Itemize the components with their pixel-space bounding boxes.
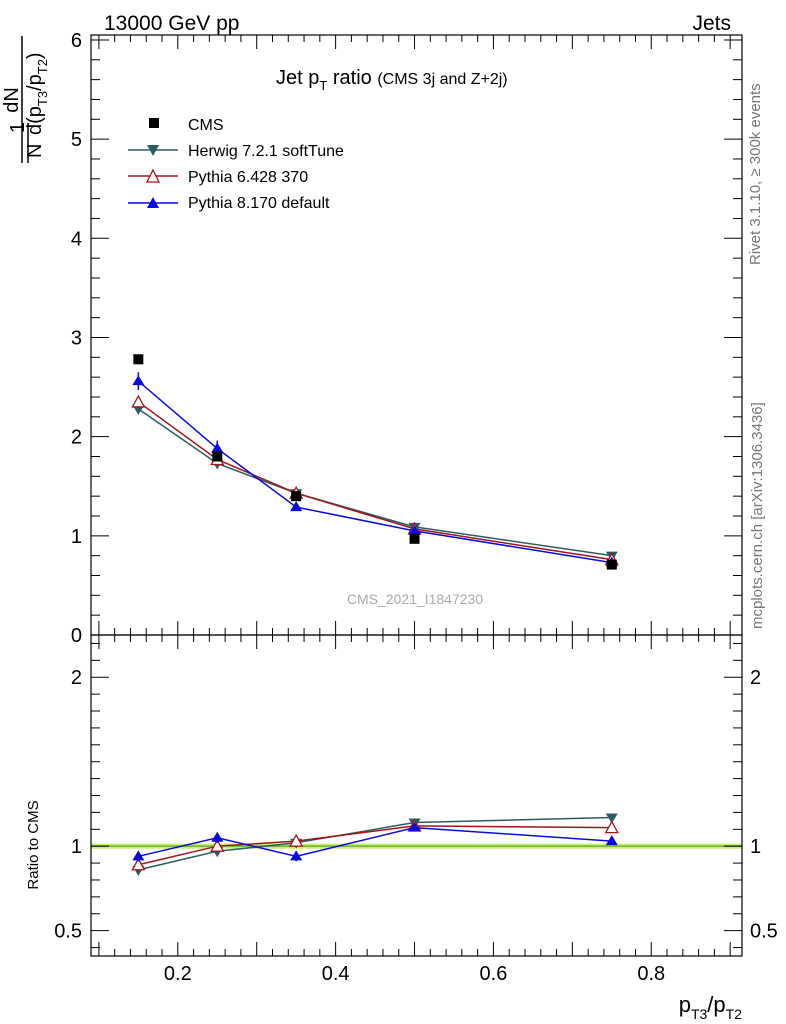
analysis-watermark: CMS_2021_I1847230 [347, 591, 483, 607]
ratio-pythia6-point [289, 833, 304, 847]
main-pythia6-line [137, 401, 612, 561]
ratio-pythia6-point [604, 820, 619, 834]
x-axis-label: pT3/pT2 [679, 992, 743, 1022]
title-small: (CMS 3j and Z+2j) [377, 71, 507, 88]
ratio-y-tick-label: 1 [71, 836, 82, 858]
ratio-pythia8-point [290, 850, 303, 861]
ylabel-n: N [24, 144, 46, 158]
main-pythia8-line [137, 380, 612, 564]
mcplots-label: mcplots.cern.ch [arXiv:1306.3436] [749, 402, 766, 629]
ratio-plot-frame [90, 634, 743, 957]
legend-cms-marker [149, 118, 159, 128]
main-y-tick-label: 4 [71, 228, 82, 250]
main-pythia8-point [132, 375, 145, 386]
header-energy: 13000 GeV pp [104, 12, 239, 35]
main-cms-point [606, 559, 617, 570]
ratio-y-tick-label: 0.5 [54, 921, 82, 943]
ratio-pythia8-point [132, 850, 145, 861]
ylabel-dn: dN [1, 87, 23, 113]
main-y-axis-label: 1 N dN d(pT3/pT2) [1, 36, 50, 163]
ratio-pythia6-point [131, 857, 146, 871]
ylabel-sub1: T3 [35, 91, 50, 106]
legend-cms-label: CMS [188, 117, 224, 134]
main-y-tick-label: 3 [71, 327, 82, 349]
main-y-tick-label: 2 [71, 427, 82, 449]
x-tick-label: 0.6 [480, 963, 508, 985]
plot-layer: 0.2 0.4 0.6 0.8 0 1 2 3 4 5 6 0.5 0.5 1 1 2 2 [54, 30, 778, 985]
ylabel-d: d(p [24, 106, 46, 135]
x-tick-label: 0.4 [322, 963, 350, 985]
xlabel-s2: T2 [726, 1006, 743, 1022]
xlabel-slash: /p [707, 992, 725, 1017]
main-y-tick-label: 5 [71, 129, 82, 151]
title-rest: ratio [327, 67, 371, 89]
ratio-y-tick-label-right: 1 [750, 836, 761, 858]
main-herwig-line [137, 408, 612, 557]
ylabel-close: ) [24, 52, 46, 59]
ylabel-sub2: T2 [35, 59, 50, 74]
ratio-pythia8-point [408, 821, 421, 832]
legend: CMS Herwig 7.2.1 softTune Pythia 6.428 3… [128, 117, 344, 212]
ratio-y-tick-label: 2 [71, 667, 82, 689]
main-cms-point [291, 491, 302, 502]
title-sub: T [319, 78, 327, 93]
chart-title: Jet pT ratio (CMS 3j and Z+2j) [276, 67, 508, 93]
header-process: Jets [692, 12, 731, 35]
title-main: Jet p [276, 67, 319, 89]
ratio-y-tick-label-right: 0.5 [750, 921, 778, 943]
rivet-label: Rivet 3.1.10, ≥ 300k events [747, 83, 764, 265]
legend-pythia8-label: Pythia 8.170 default [188, 195, 330, 212]
ratio-pythia8-point [605, 835, 618, 846]
ylabel-slash: /p [24, 74, 46, 91]
ratio-pythia8-line [138, 826, 612, 858]
ratio-y-tick-label-right: 2 [750, 667, 761, 689]
legend-herwig-marker [147, 145, 159, 156]
main-y-tick-label: 1 [71, 526, 82, 548]
main-cms-point [133, 354, 144, 365]
main-pythia8-point [211, 442, 224, 453]
ratio-y-axis-label: Ratio to CMS [25, 800, 42, 889]
ratio-pythia6-point [210, 838, 225, 852]
xlabel-p1: p [679, 992, 691, 1017]
ylabel-one: 1 [7, 122, 29, 133]
ratio-pythia8-point [211, 831, 224, 842]
xlabel-s1: T3 [691, 1006, 708, 1022]
legend-pythia6-label: Pythia 6.428 370 [188, 169, 308, 186]
x-tick-label: 0.8 [637, 963, 665, 985]
ratio-herwig-point [605, 813, 618, 824]
main-cms-point [409, 533, 420, 544]
legend-pythia6-marker [145, 168, 161, 183]
x-tick-label: 0.2 [164, 963, 192, 985]
ylabel-denominator: d(pT3/pT2) [24, 52, 50, 135]
main-pythia8-point [408, 524, 421, 535]
main-y-tick-label: 0 [71, 625, 82, 647]
main-pythia6-point [131, 394, 146, 408]
main-cms-point [212, 451, 223, 462]
main-y-tick-label: 6 [71, 30, 82, 52]
legend-pythia8-marker [147, 197, 159, 208]
main-pythia8-point [290, 501, 303, 512]
legend-herwig-label: Herwig 7.2.1 softTune [188, 143, 344, 160]
